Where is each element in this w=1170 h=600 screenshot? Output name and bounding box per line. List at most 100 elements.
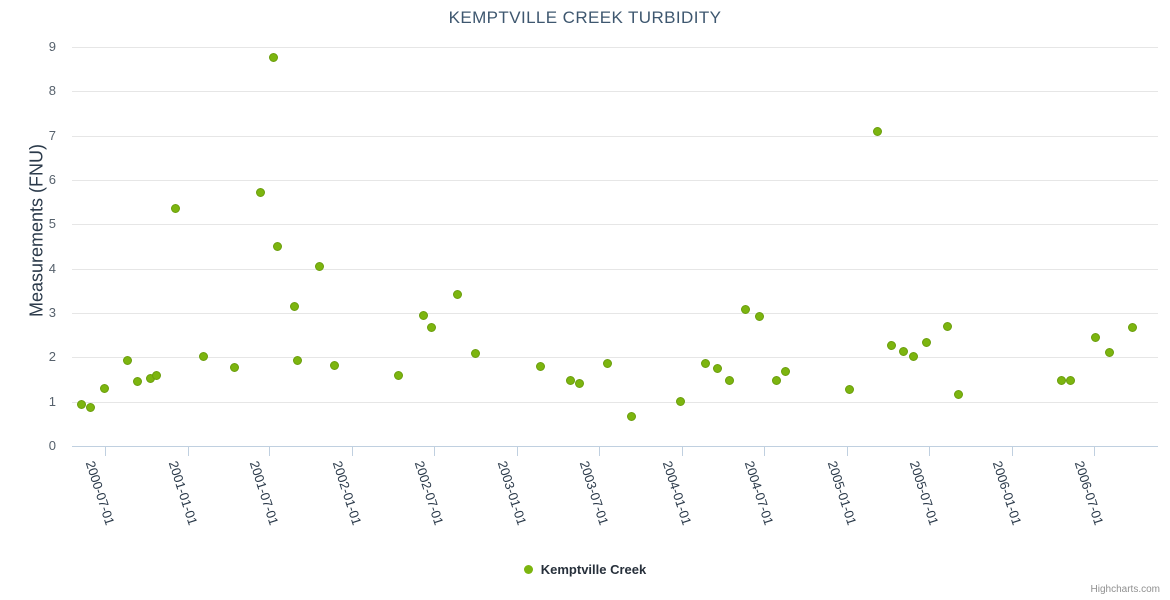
credits-label: Highcharts.com	[1090, 584, 1160, 595]
y-tick-label: 6	[48, 172, 56, 187]
x-tick-mark	[104, 447, 106, 456]
gridline	[72, 180, 1158, 181]
x-tick-label: 2003-07-01	[576, 459, 612, 527]
data-point[interactable]	[536, 362, 546, 372]
y-tick-label: 7	[48, 127, 56, 143]
data-point[interactable]	[771, 375, 781, 385]
data-point[interactable]	[268, 53, 278, 63]
x-tick-label: 2006-01-01	[989, 459, 1025, 527]
y-tick-label: 9	[48, 39, 56, 54]
x-axis-line	[72, 446, 1158, 447]
data-point[interactable]	[273, 242, 283, 252]
data-point[interactable]	[1091, 333, 1101, 343]
data-point[interactable]	[230, 362, 240, 372]
gridline	[72, 47, 1158, 48]
data-point[interactable]	[85, 403, 95, 413]
data-point[interactable]	[909, 351, 919, 361]
x-tick-mark	[269, 447, 271, 456]
x-tick-label: 2004-07-01	[741, 459, 777, 527]
data-point[interactable]	[713, 363, 723, 373]
x-tick-mark	[1012, 447, 1014, 456]
x-tick-mark	[682, 447, 684, 456]
data-point[interactable]	[427, 322, 437, 332]
gridline	[72, 357, 1158, 359]
x-tick-label: 2000-07-01	[82, 459, 118, 527]
data-point[interactable]	[942, 322, 952, 332]
data-point[interactable]	[898, 346, 908, 356]
x-tick-label: 2003-01-01	[494, 459, 530, 527]
data-point[interactable]	[1128, 322, 1138, 332]
data-point[interactable]	[740, 305, 750, 315]
x-tick-label: 2004-01-01	[659, 459, 695, 527]
chart-title: KEMPTVILLE CREEK TURBIDITY	[448, 8, 722, 27]
x-tick-label: 2002-07-01	[411, 459, 447, 527]
data-point[interactable]	[256, 187, 266, 197]
data-point[interactable]	[1105, 347, 1115, 357]
x-tick-label: 2001-01-01	[165, 459, 201, 527]
data-point[interactable]	[886, 341, 896, 351]
data-point[interactable]	[844, 384, 854, 394]
x-tick-mark	[352, 447, 354, 456]
data-point[interactable]	[872, 127, 882, 137]
x-tick-mark	[1093, 447, 1095, 456]
data-point[interactable]	[453, 289, 463, 299]
data-point[interactable]	[419, 311, 429, 321]
y-axis-tick-labels: 0 1 2 3 4 5 6 7 8 9	[0, 39, 1170, 453]
data-point[interactable]	[199, 351, 209, 361]
y-tick-label: 0	[48, 438, 56, 453]
gridline	[72, 268, 1158, 270]
y-tick-label: 8	[48, 83, 56, 99]
x-tick-label: 2001-07-01	[247, 459, 282, 527]
x-tick-label: 2005-07-01	[906, 459, 942, 527]
data-point[interactable]	[781, 367, 791, 377]
x-tick-mark	[847, 447, 849, 456]
legend-item[interactable]: Kemptville Creek	[523, 562, 647, 577]
data-point[interactable]	[133, 376, 143, 386]
x-tick-mark	[598, 447, 600, 456]
plot-area	[72, 47, 1158, 447]
data-point[interactable]	[170, 203, 180, 213]
x-tick-mark	[764, 447, 766, 456]
x-tick-label: 2005-01-01	[825, 459, 860, 527]
data-point[interactable]	[470, 349, 480, 359]
data-point[interactable]	[627, 412, 637, 422]
data-point[interactable]	[603, 359, 613, 369]
data-point[interactable]	[724, 375, 734, 385]
data-point[interactable]	[100, 383, 110, 393]
x-tick-mark	[434, 447, 436, 456]
gridline	[72, 91, 1158, 93]
data-point[interactable]	[290, 301, 300, 311]
x-tick-mark	[187, 447, 189, 456]
data-point[interactable]	[314, 261, 324, 271]
data-point[interactable]	[954, 390, 964, 400]
data-point[interactable]	[921, 337, 931, 347]
y-tick-label: 3	[48, 305, 56, 320]
x-tick-label: 2002-01-01	[330, 459, 365, 527]
gridline	[72, 401, 1158, 403]
data-point[interactable]	[1056, 375, 1066, 385]
y-tick-label: 4	[48, 260, 56, 276]
y-tick-label: 2	[48, 349, 56, 365]
data-point[interactable]	[329, 360, 339, 370]
data-point[interactable]	[754, 312, 764, 322]
x-tick-mark	[517, 447, 519, 456]
y-tick-label: 1	[48, 393, 56, 409]
legend-item-label: Kemptville Creek	[540, 562, 647, 577]
gridline	[72, 313, 1158, 314]
data-point[interactable]	[675, 397, 685, 407]
gridline	[72, 224, 1158, 226]
gridline	[72, 135, 1158, 137]
data-point[interactable]	[565, 376, 575, 386]
data-point[interactable]	[152, 371, 162, 380]
data-point[interactable]	[293, 355, 303, 365]
legend-marker-icon	[523, 565, 533, 574]
chart-legend: Kemptville Creek	[0, 562, 1170, 577]
data-point[interactable]	[1065, 376, 1075, 386]
y-tick-label: 5	[48, 216, 56, 232]
data-point[interactable]	[122, 356, 132, 366]
x-tick-mark	[929, 447, 931, 456]
data-point[interactable]	[701, 359, 711, 369]
data-point[interactable]	[574, 378, 584, 388]
data-point[interactable]	[393, 370, 403, 380]
